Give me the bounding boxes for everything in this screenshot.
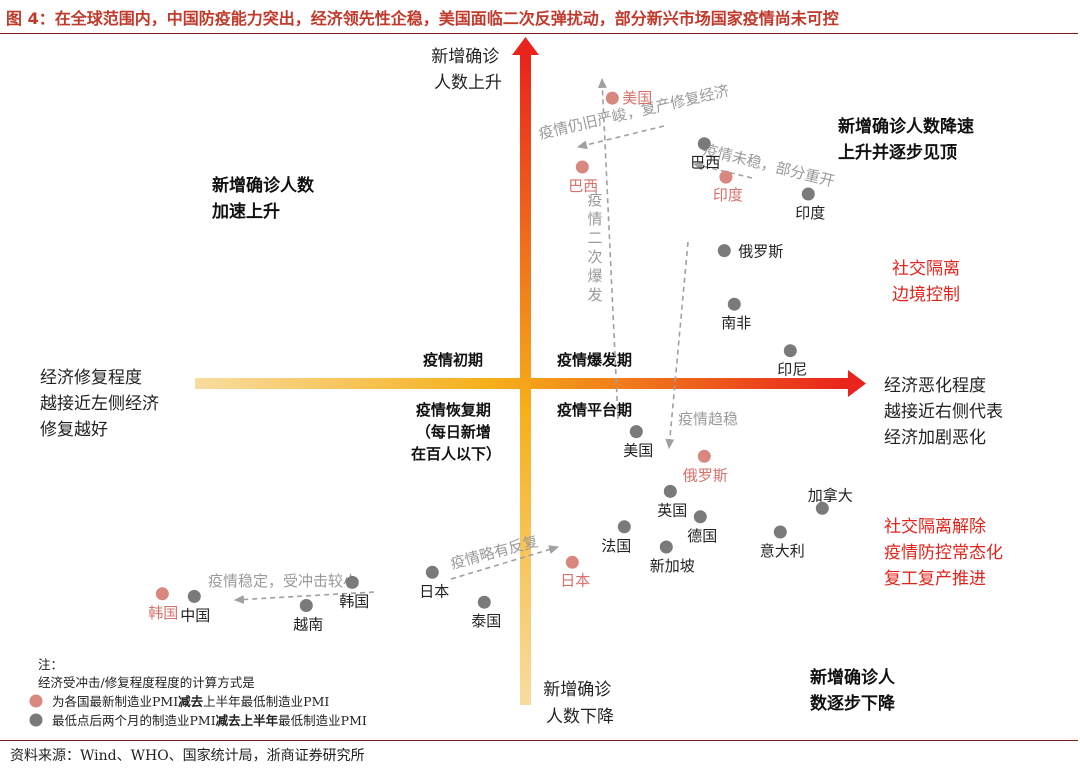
annotation-india: 疫情未稳，部分重开 — [701, 140, 836, 190]
x-label-right: 经济恶化程度 越接近右侧代表 经济加剧恶化 — [884, 376, 1008, 448]
notes-line2: 为各国最新制造业PMI减去上半年最低制造业PMI — [52, 694, 329, 709]
point-lowest-泰国 — [477, 595, 491, 609]
point-lowest-巴西 — [697, 137, 711, 151]
point-label-lowest-越南: 越南 — [293, 616, 323, 634]
point-latest-印度 — [719, 170, 733, 184]
point-label-lowest-法国: 法国 — [601, 537, 631, 555]
point-label-latest-美国: 美国 — [622, 89, 652, 107]
point-label-lowest-巴西: 巴西 — [690, 154, 720, 172]
point-lowest-日本 — [425, 565, 439, 579]
arrow-usa — [597, 77, 619, 420]
point-latest-韩国 — [155, 587, 169, 601]
point-latest-美国 — [605, 91, 619, 105]
point-lowest-加拿大 — [815, 501, 829, 515]
arrow-layer — [233, 77, 753, 604]
point-label-lowest-印度: 印度 — [795, 204, 825, 222]
point-label-latest-日本: 日本 — [560, 571, 590, 589]
point-label-lowest-印尼: 印尼 — [777, 361, 807, 379]
point-label-latest-巴西: 巴西 — [568, 177, 598, 195]
point-latest-日本 — [565, 555, 579, 569]
figure-title: 图 4：在全球范围内，中国防疫能力突出，经济领先性企稳，美国面临二次反弹扰动，部… — [6, 9, 839, 28]
point-label-lowest-泰国: 泰国 — [471, 612, 501, 630]
notes-line1: 经济受冲击/修复程度程度的计算方式是 — [38, 675, 255, 690]
point-label-lowest-韩国: 韩国 — [339, 592, 369, 610]
x-axis-arrowhead — [848, 370, 866, 397]
point-label-latest-韩国: 韩国 — [148, 604, 178, 622]
phase-recovery: 疫情恢复期 （每日新增 在百人以下） — [411, 401, 501, 463]
annotation-usa: 疫情二次爆发 — [587, 191, 602, 304]
source-rule — [0, 740, 1078, 741]
point-label-lowest-新加坡: 新加坡 — [650, 557, 695, 575]
point-label-lowest-意大利: 意大利 — [760, 542, 805, 560]
point-lowest-美国 — [629, 425, 643, 439]
point-label-lowest-日本: 日本 — [419, 582, 449, 600]
point-lowest-英国 — [663, 484, 677, 498]
quadrant-top-left: 新增确诊人数 加速上升 — [211, 175, 320, 222]
phase-outbreak: 疫情爆发期 — [557, 351, 632, 369]
y-axis-bar — [520, 55, 531, 705]
arrow-russia — [665, 241, 689, 450]
y-label-top: 新增确诊 人数上升 — [431, 47, 504, 93]
point-label-latest-印度: 印度 — [713, 186, 743, 204]
point-lowest-意大利 — [773, 525, 787, 539]
point-label-lowest-美国: 美国 — [623, 442, 653, 460]
point-lowest-南非 — [727, 297, 741, 311]
phase-plateau: 疫情平台期 — [557, 401, 632, 419]
point-label-lowest-俄罗斯: 俄罗斯 — [738, 243, 783, 261]
point-lowest-德国 — [693, 510, 707, 524]
notes-title: 注： — [38, 657, 63, 672]
point-label-lowest-南非: 南非 — [721, 314, 751, 332]
point-lowest-印尼 — [783, 344, 797, 358]
point-lowest-印度 — [801, 187, 815, 201]
point-lowest-新加坡 — [659, 540, 673, 554]
points-layer: 美国巴西印度俄罗斯日本韩国美国巴西印度俄罗斯南非印尼英国德国法国新加坡意大利加拿… — [148, 89, 853, 633]
y-label-bottom: 新增确诊 人数下降 — [543, 680, 616, 727]
legend-lowest-dot — [29, 713, 43, 727]
point-lowest-韩国 — [345, 575, 359, 589]
red-label-upper: 社交隔离 边境控制 — [892, 259, 965, 305]
point-label-lowest-加拿大: 加拿大 — [808, 486, 853, 504]
arrow-india — [692, 161, 753, 179]
point-latest-巴西 — [575, 160, 589, 174]
annotation-korea: 疫情稳定，受冲击较小 — [208, 572, 358, 590]
quadrant-chart: 新增确诊 人数上升 新增确诊 人数下降 经济修复程度 越接近左侧经济 修复越好 … — [29, 37, 1008, 728]
point-label-lowest-德国: 德国 — [687, 527, 717, 545]
red-label-lower: 社交隔离解除 疫情防控常态化 复工复产推进 — [884, 517, 1008, 589]
arrow-japan — [450, 545, 560, 580]
notes: 注： 经济受冲击/修复程度程度的计算方式是 为各国最新制造业PMI减去上半年最低… — [29, 657, 367, 728]
point-label-lowest-中国: 中国 — [180, 606, 210, 624]
notes-line3: 最低点后两个月的制造业PMI减去上半年最低制造业PMI — [52, 713, 367, 728]
title-rule — [0, 33, 1078, 34]
point-label-lowest-英国: 英国 — [657, 501, 687, 519]
annotation-russia: 疫情趋稳 — [678, 410, 738, 428]
point-lowest-法国 — [617, 520, 631, 534]
point-lowest-俄罗斯 — [717, 244, 731, 258]
quadrant-bottom-right: 新增确诊人 数逐步下降 — [810, 667, 901, 714]
legend-latest-dot — [29, 694, 43, 708]
x-label-left: 经济修复程度 越接近左侧经济 修复越好 — [40, 368, 164, 440]
point-latest-俄罗斯 — [697, 449, 711, 463]
point-lowest-越南 — [299, 599, 313, 612]
quadrant-top-right: 新增确诊人数降速 上升并逐步见顶 — [838, 116, 980, 163]
point-label-latest-俄罗斯: 俄罗斯 — [683, 466, 728, 484]
y-axis-arrowhead — [512, 37, 539, 55]
point-lowest-中国 — [187, 589, 201, 603]
phase-initial: 疫情初期 — [423, 351, 483, 369]
source-text: 资料来源：Wind、WHO、国家统计局，浙商证券研究所 — [10, 748, 365, 764]
arrow-brazil — [576, 125, 665, 150]
